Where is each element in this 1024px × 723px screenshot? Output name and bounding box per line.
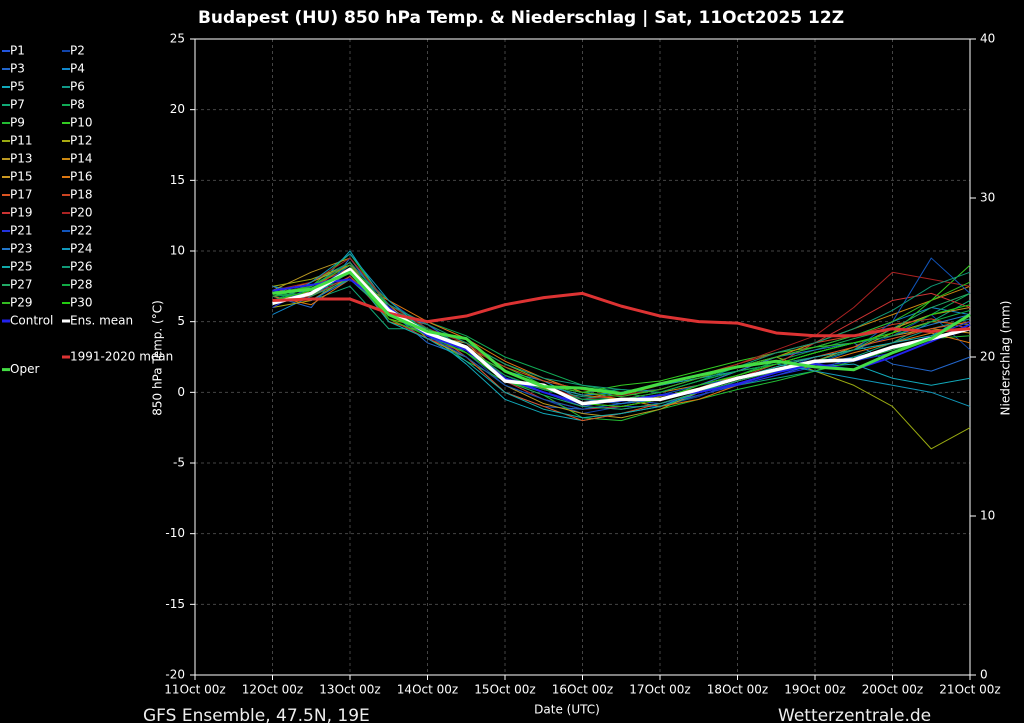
legend-label: P13 (10, 152, 33, 166)
y2-tick-label: 0 (980, 668, 988, 682)
x-tick-label: 13Oct 00z (319, 683, 380, 697)
y-tick-label: -5 (173, 456, 185, 470)
x-tick-label: 15Oct 00z (474, 683, 535, 697)
legend-label: P19 (10, 206, 33, 220)
x-tick-label: 19Oct 00z (784, 683, 845, 697)
legend-label: P6 (70, 80, 85, 94)
legend-label: 1991-2020 mean (70, 350, 173, 364)
x-tick-label: 16Oct 00z (552, 683, 613, 697)
series-line (272, 267, 971, 406)
chart-title: Budapest (HU) 850 hPa Temp. & Niederschl… (198, 8, 844, 28)
y-tick-label: 20 (170, 102, 185, 116)
legend-label: P7 (10, 98, 25, 112)
x-tick-label: 14Oct 00z (397, 683, 458, 697)
legend-label: P10 (70, 116, 93, 130)
legend-label: P11 (10, 134, 33, 148)
y-tick-label: -10 (165, 526, 185, 540)
legend-label: P24 (70, 242, 93, 256)
legend-label: P20 (70, 206, 93, 220)
legend-label: P17 (10, 188, 33, 202)
legend-label: P28 (70, 278, 93, 292)
legend-label: P23 (10, 242, 33, 256)
legend-label: P2 (70, 44, 85, 58)
legend-label: P25 (10, 260, 33, 274)
series-line (272, 264, 971, 398)
legend-label: Control (10, 314, 53, 328)
series-line (272, 270, 971, 396)
legend-label: Ens. mean (70, 314, 133, 328)
y2-tick-label: 30 (980, 191, 995, 205)
legend-label: P12 (70, 134, 93, 148)
legend-label: P4 (70, 62, 85, 76)
x-axis-label: Date (UTC) (534, 703, 600, 717)
y-tick-label: -20 (165, 668, 185, 682)
x-tick-label: 18Oct 00z (707, 683, 768, 697)
legend-label: P5 (10, 80, 25, 94)
y2-axis-label: Niederschlag (mm) (999, 301, 1013, 416)
legend-label: Oper (10, 362, 39, 376)
footer-site: Wetterzentrale.de (778, 706, 931, 723)
legend-label: P27 (10, 278, 33, 292)
x-tick-label: 11Oct 00z (164, 683, 225, 697)
y-tick-label: 15 (170, 173, 185, 187)
legend-label: P18 (70, 188, 93, 202)
y2-tick-label: 40 (980, 32, 995, 46)
x-tick-label: 21Oct 00z (939, 683, 1000, 697)
legend-label: P14 (70, 152, 93, 166)
y-tick-label: 0 (177, 385, 185, 399)
legend-label: P30 (70, 296, 93, 310)
legend-label: P15 (10, 170, 33, 184)
legend-label: P8 (70, 98, 85, 112)
series-line (272, 253, 971, 407)
legend-label: P1 (10, 44, 25, 58)
legend-label: P3 (10, 62, 25, 76)
series-line (272, 271, 971, 407)
y2-tick-label: 10 (980, 509, 995, 523)
legend-label: P26 (70, 260, 93, 274)
y-tick-label: 10 (170, 244, 185, 258)
y2-tick-label: 20 (980, 350, 995, 364)
legend-label: P21 (10, 224, 33, 238)
legend-label: P9 (10, 116, 25, 130)
x-tick-label: 12Oct 00z (242, 683, 303, 697)
footer-source: GFS Ensemble, 47.5N, 19E (143, 706, 370, 723)
series-line (272, 261, 971, 393)
legend-label: P22 (70, 224, 93, 238)
legend-label: P16 (70, 170, 93, 184)
x-tick-label: 20Oct 00z (862, 683, 923, 697)
series-line (272, 257, 971, 400)
series-line (272, 261, 971, 393)
y-axis-label: 850 hPa Temp. (°C) (151, 300, 165, 416)
y-tick-label: 25 (170, 32, 185, 46)
x-tick-label: 17Oct 00z (629, 683, 690, 697)
y-tick-label: 5 (177, 314, 185, 328)
y-tick-label: -15 (165, 597, 185, 611)
legend-label: P29 (10, 296, 33, 310)
